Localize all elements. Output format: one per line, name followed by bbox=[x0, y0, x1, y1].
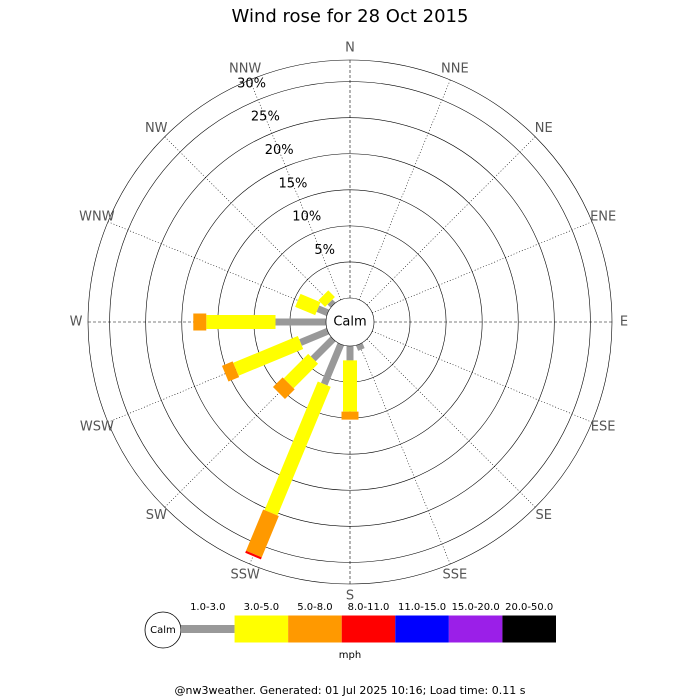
wind-segment bbox=[272, 377, 295, 400]
direction-label: SW bbox=[146, 508, 167, 523]
wind-segment bbox=[310, 336, 336, 362]
legend-swatch bbox=[341, 615, 396, 643]
r-tick-label: 30% bbox=[237, 76, 266, 91]
spoke bbox=[366, 338, 536, 508]
wind-segment bbox=[295, 293, 321, 316]
direction-label: E bbox=[620, 315, 628, 330]
direction-label: NNE bbox=[441, 61, 469, 76]
spoke bbox=[358, 344, 451, 565]
direction-label: N bbox=[345, 41, 355, 56]
grid-ring bbox=[181, 153, 519, 491]
legend-label: 5.0-8.0 bbox=[297, 602, 332, 613]
legend-swatch bbox=[395, 615, 449, 643]
legend-label: 8.0-11.0 bbox=[348, 602, 390, 613]
wind-segment bbox=[327, 299, 336, 308]
legend-swatch bbox=[288, 615, 342, 643]
direction-label: ENE bbox=[590, 210, 616, 225]
direction-label: NNW bbox=[229, 61, 261, 76]
direction-label: NE bbox=[535, 121, 553, 136]
legend-unit: mph bbox=[339, 650, 361, 661]
wind-segment bbox=[299, 327, 330, 346]
spoke bbox=[358, 79, 451, 300]
direction-label: NW bbox=[145, 121, 168, 136]
wind-segment bbox=[283, 353, 319, 389]
wind-segment bbox=[318, 290, 335, 307]
footer: @nw3weather. Generated: 01 Jul 2025 10:1… bbox=[175, 684, 526, 697]
spoke bbox=[107, 221, 328, 314]
wind-segment bbox=[246, 509, 279, 558]
r-tick-label: 20% bbox=[265, 143, 294, 158]
wind-segment bbox=[264, 381, 331, 516]
direction-label: WNW bbox=[79, 210, 115, 225]
wind-segment bbox=[355, 342, 365, 351]
spoke bbox=[372, 221, 593, 314]
wind-segment bbox=[316, 305, 330, 317]
spoke bbox=[249, 79, 342, 300]
legend-label: 15.0-20.0 bbox=[452, 602, 500, 613]
direction-label: W bbox=[70, 315, 83, 330]
legend-calm-label: Calm bbox=[150, 625, 176, 636]
r-tick-label: 15% bbox=[279, 176, 308, 191]
wind-segment bbox=[321, 342, 345, 386]
wind-segment bbox=[221, 361, 240, 382]
direction-label: ESE bbox=[591, 419, 616, 434]
spoke bbox=[366, 136, 536, 306]
r-tick-label: 10% bbox=[292, 210, 321, 225]
legend-swatch bbox=[448, 615, 503, 643]
wind-segment bbox=[233, 336, 304, 376]
direction-label: SSW bbox=[230, 568, 260, 583]
legend-swatch bbox=[502, 615, 556, 643]
direction-label: SSE bbox=[442, 568, 467, 583]
legend-label: 11.0-15.0 bbox=[398, 602, 446, 613]
legend-label: 20.0-50.0 bbox=[505, 602, 553, 613]
direction-label: SE bbox=[536, 508, 552, 523]
r-tick-label: 5% bbox=[314, 243, 335, 258]
r-tick-label: 25% bbox=[251, 110, 280, 125]
spoke bbox=[372, 330, 593, 423]
calm-label: Calm bbox=[333, 315, 366, 330]
legend-swatch bbox=[234, 615, 289, 643]
wind-segment bbox=[245, 550, 262, 560]
legend-label: 1.0-3.0 bbox=[190, 602, 225, 613]
legend-label: 3.0-5.0 bbox=[244, 602, 279, 613]
direction-label: S bbox=[346, 589, 354, 604]
calm-circle bbox=[325, 297, 375, 347]
spoke bbox=[164, 136, 334, 306]
chart-title: Wind rose for 28 Oct 2015 bbox=[232, 6, 469, 27]
direction-label: WSW bbox=[80, 419, 114, 434]
legend-swatch bbox=[181, 625, 235, 633]
